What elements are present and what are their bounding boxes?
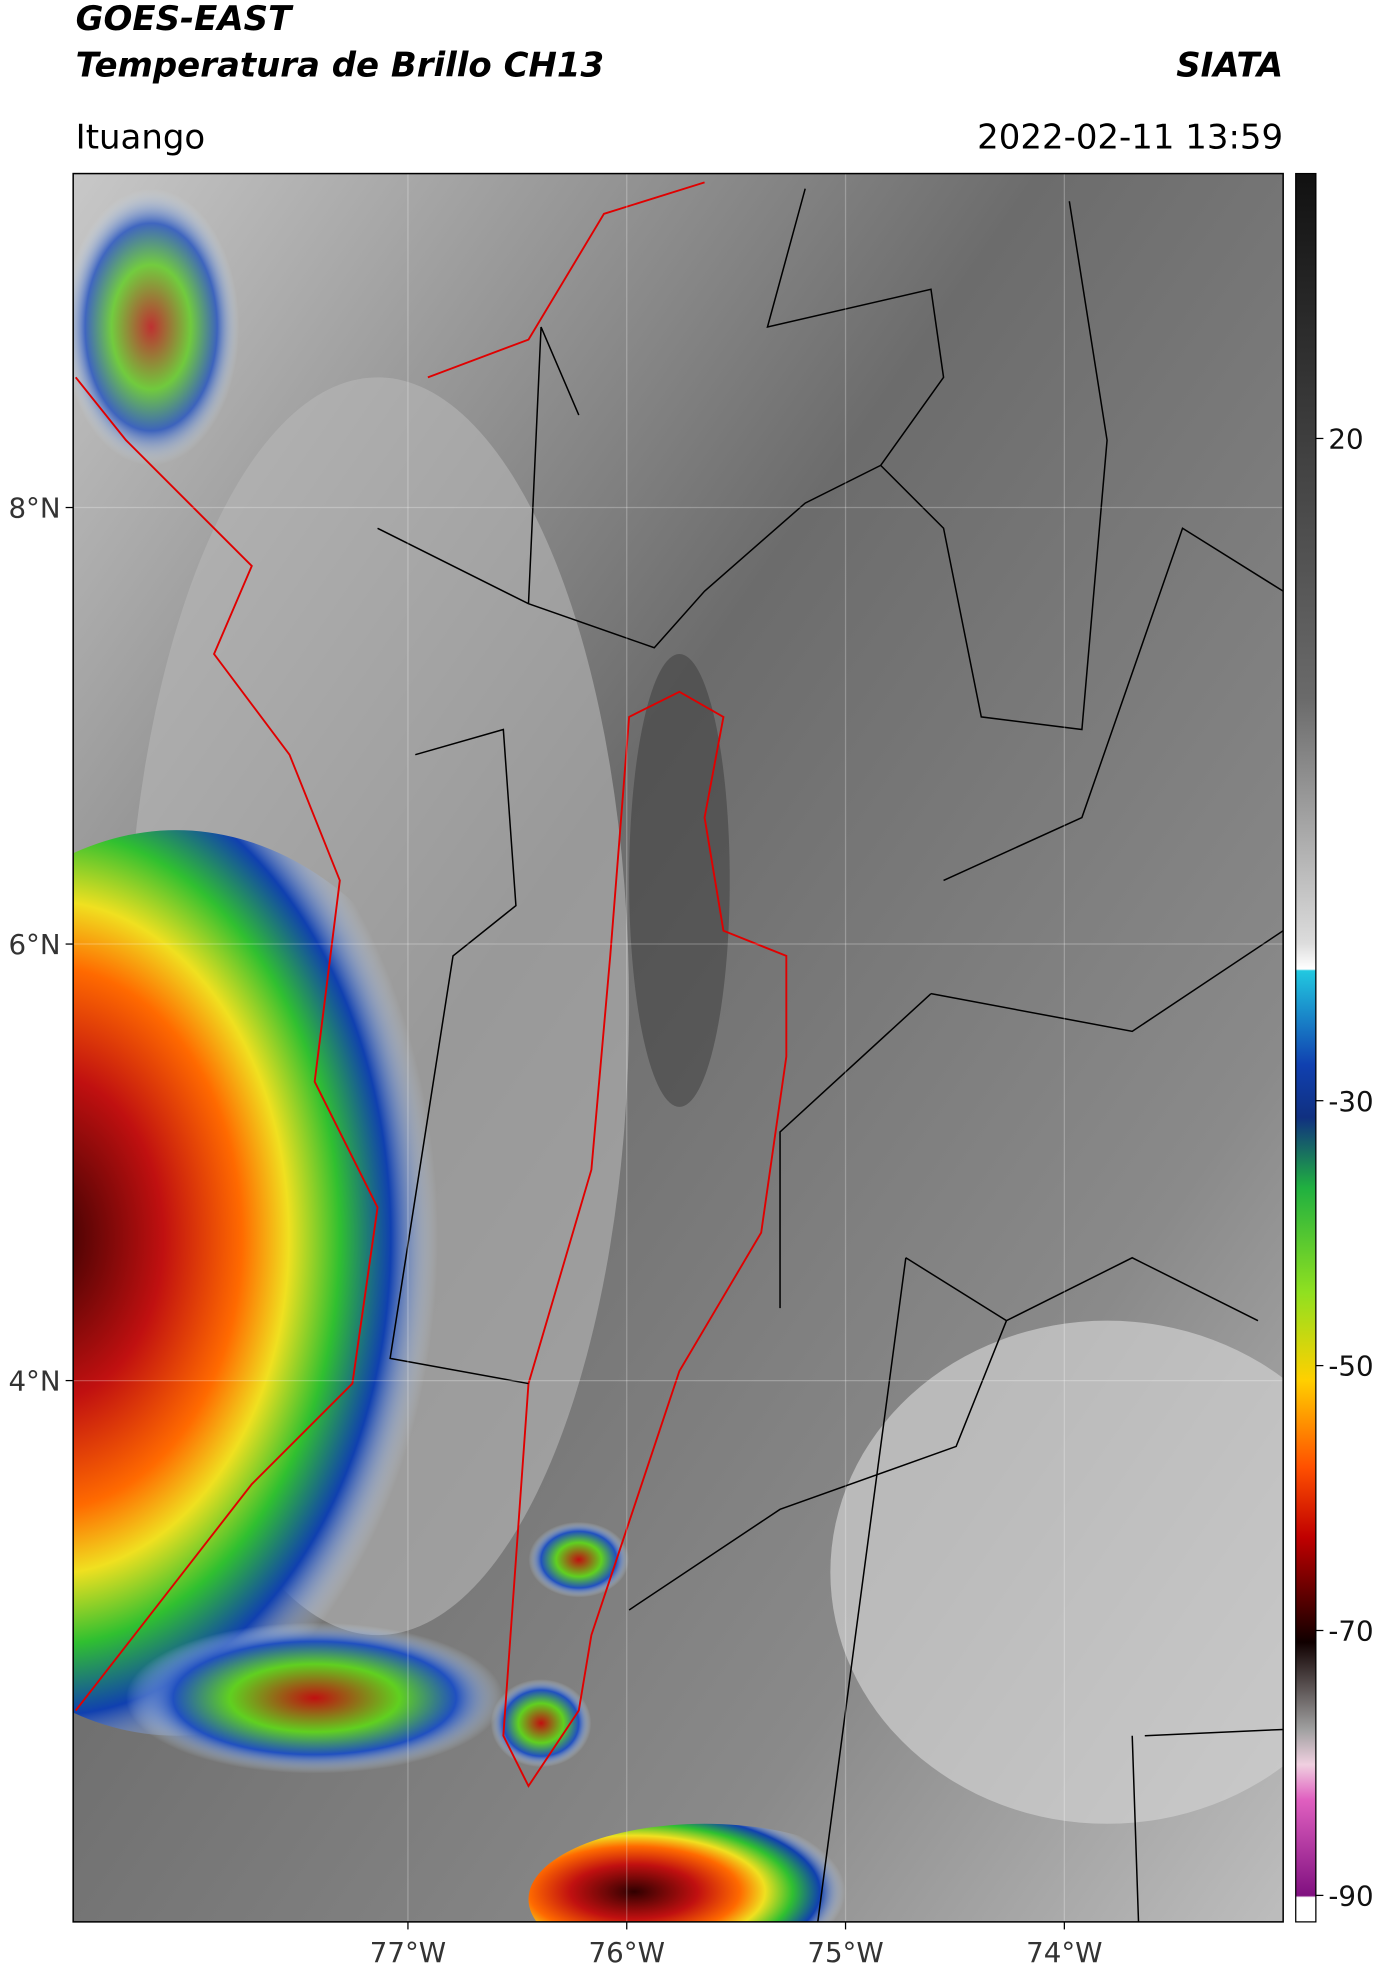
storm — [528, 1521, 630, 1598]
cloud — [830, 1320, 1284, 1824]
storm — [126, 1622, 504, 1774]
colorbar-tick-label: -70 — [1328, 1615, 1373, 1648]
colorbar-tick-label: -30 — [1328, 1085, 1373, 1118]
subtitle: Temperatura de Brillo CH13 — [76, 46, 604, 86]
x-tick-label: 77°W — [370, 1936, 446, 1969]
colorbar — [1295, 172, 1317, 1923]
storm — [490, 1679, 592, 1768]
storm — [528, 1823, 881, 1922]
coastline — [427, 181, 705, 379]
source: SIATA — [1176, 46, 1283, 86]
x-tick-label: 74°W — [1026, 1936, 1102, 1969]
graticule — [73, 173, 1284, 1922]
colorbar-tick-label: -50 — [1328, 1350, 1373, 1383]
satellite-image — [73, 173, 1284, 1922]
x-tick-label: 76°W — [589, 1936, 665, 1969]
timestamp: 2022-02-11 13:59 — [977, 117, 1283, 157]
storm — [73, 830, 504, 1736]
y-tick-label: 6°N — [8, 928, 60, 961]
title: GOES-EAST — [76, 0, 294, 39]
map-frame — [72, 172, 1284, 1923]
colorbar-tick-label: -90 — [1328, 1879, 1373, 1912]
location: Ituango — [76, 117, 206, 157]
storm — [73, 188, 240, 466]
cold-ground — [629, 654, 730, 1107]
coastline — [74, 376, 379, 1712]
region-boundary — [502, 690, 788, 1788]
x-tick-label: 75°W — [807, 1936, 883, 1969]
colorbar-tick-label: 20 — [1328, 423, 1363, 456]
y-tick-label: 4°N — [8, 1365, 60, 1398]
y-tick-label: 8°N — [8, 492, 60, 525]
admin-boundary — [377, 188, 1284, 1922]
